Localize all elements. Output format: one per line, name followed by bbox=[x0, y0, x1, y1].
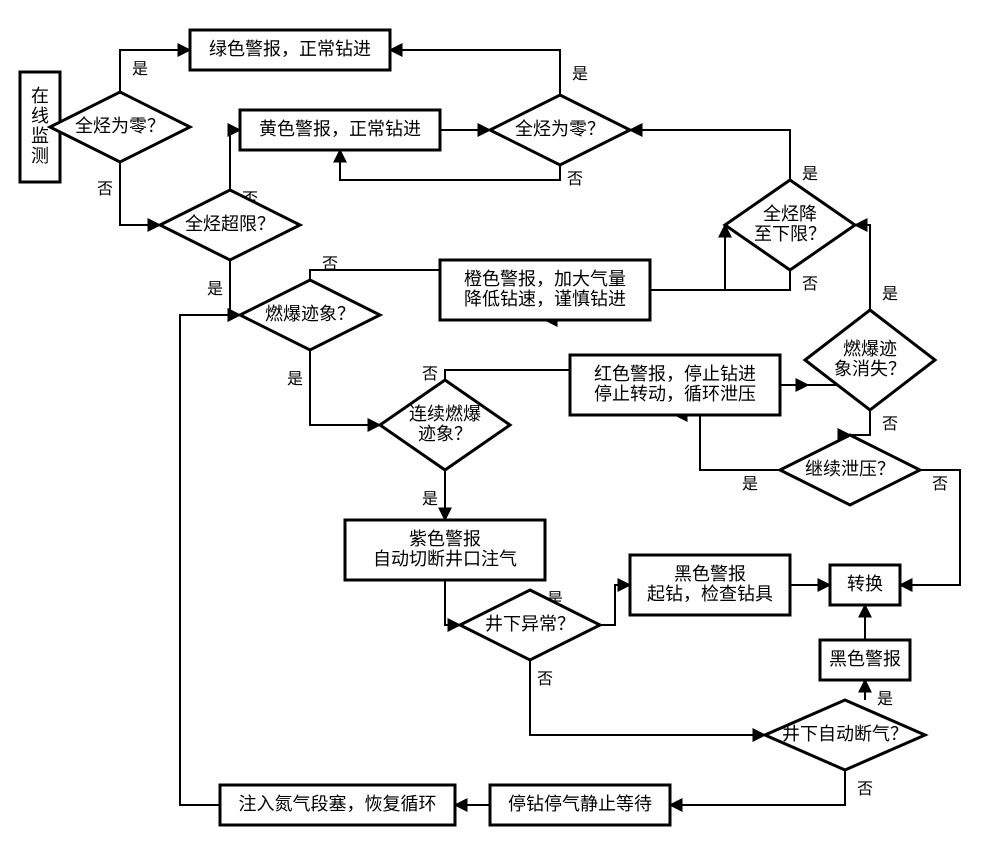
edge-label: 是 bbox=[877, 691, 893, 708]
edge bbox=[670, 770, 845, 805]
edge bbox=[530, 660, 765, 735]
node-b_stop_wait-text: 停钻停气静止等待 bbox=[508, 794, 652, 814]
node-d_zero1-text: 全烃为零？ bbox=[75, 116, 165, 136]
node-b_green-text: 绿色警报，正常钻进 bbox=[209, 39, 371, 59]
edge bbox=[120, 50, 190, 92]
edge bbox=[630, 130, 790, 180]
node-d_overlimit-text: 全烃超限？ bbox=[185, 214, 275, 234]
node-start-text: 测 bbox=[31, 146, 49, 166]
node-d_exp_gone-text: 象消失？ bbox=[834, 359, 906, 379]
node-start-text: 在 bbox=[31, 86, 49, 106]
edge-label: 否 bbox=[932, 476, 948, 493]
edge bbox=[390, 50, 560, 95]
edge bbox=[445, 580, 460, 625]
node-d_downhole-text: 井下异常？ bbox=[485, 614, 575, 634]
edge-label: 是 bbox=[422, 491, 438, 508]
edge bbox=[650, 225, 725, 290]
node-start-text: 监 bbox=[31, 126, 49, 146]
edge bbox=[675, 415, 780, 470]
edge bbox=[855, 225, 870, 310]
node-b_red-text: 红色警报，停止钻进 bbox=[594, 364, 756, 384]
node-b_black1-text: 起钻，检查钻具 bbox=[647, 584, 773, 604]
node-d_zero2-text: 全烃为零？ bbox=[515, 119, 605, 139]
node-d_lowlimit-text: 全烃降 bbox=[763, 204, 817, 224]
edge-label: 是 bbox=[882, 286, 898, 303]
node-d_lowlimit-text: 至下限？ bbox=[754, 224, 826, 244]
edge bbox=[180, 315, 240, 805]
edge-label: 否 bbox=[422, 366, 438, 383]
node-start-text: 线 bbox=[31, 106, 49, 126]
edge bbox=[340, 150, 560, 180]
node-b_black2-text: 黑色警报 bbox=[829, 649, 901, 669]
node-b_purple-text: 紫色警报 bbox=[409, 529, 481, 549]
node-d_explosion-text: 燃爆迹象？ bbox=[265, 304, 355, 324]
edge-label: 否 bbox=[567, 171, 583, 188]
edge-label: 是 bbox=[132, 61, 148, 78]
edge-label: 是 bbox=[742, 476, 758, 493]
edge-label: 否 bbox=[97, 181, 113, 198]
edge bbox=[600, 585, 630, 625]
node-b_orange-text: 降低钻速，谨慎钻进 bbox=[464, 289, 626, 309]
node-b_black1-text: 黑色警报 bbox=[674, 564, 746, 584]
edge-label: 否 bbox=[537, 671, 553, 688]
node-d_cont_exp-text: 迹象？ bbox=[418, 424, 472, 444]
node-b_purple-text: 自动切断井口注气 bbox=[373, 549, 517, 569]
node-b_convert-text: 转换 bbox=[847, 574, 883, 594]
edge-label: 是 bbox=[572, 66, 588, 83]
edge bbox=[900, 470, 960, 585]
node-b_red-text: 停止转动，循环泄压 bbox=[594, 384, 756, 404]
node-b_yellow-text: 黄色警报，正常钻进 bbox=[259, 119, 421, 139]
edge-label: 是 bbox=[287, 371, 303, 388]
edge-label: 否 bbox=[857, 781, 873, 798]
node-d_cont_press-text: 继续泄压？ bbox=[805, 459, 895, 479]
edge bbox=[310, 350, 380, 425]
node-d_exp_gone-text: 燃爆迹 bbox=[843, 339, 897, 359]
node-b_orange-text: 橙色警报，加大气量 bbox=[464, 269, 626, 289]
flowchart-canvas: 是否否是否是否是否是否是否是否是是否是否在线监测全烃为零？绿色警报，正常钻进全烃… bbox=[0, 0, 1000, 858]
edge bbox=[850, 410, 870, 435]
node-d_cont_exp-text: 连续燃爆 bbox=[409, 404, 481, 424]
edge bbox=[230, 260, 240, 315]
node-d_auto_cut-text: 井下自动断气？ bbox=[782, 724, 908, 744]
edge-label: 是 bbox=[802, 166, 818, 183]
edge-label: 是 bbox=[207, 281, 223, 298]
edge-label: 否 bbox=[802, 276, 818, 293]
edge-label: 否 bbox=[882, 416, 898, 433]
edge bbox=[120, 162, 160, 225]
edge-label: 否 bbox=[322, 256, 338, 273]
node-b_nitrogen-text: 注入氮气段塞，恢复循环 bbox=[239, 794, 437, 814]
